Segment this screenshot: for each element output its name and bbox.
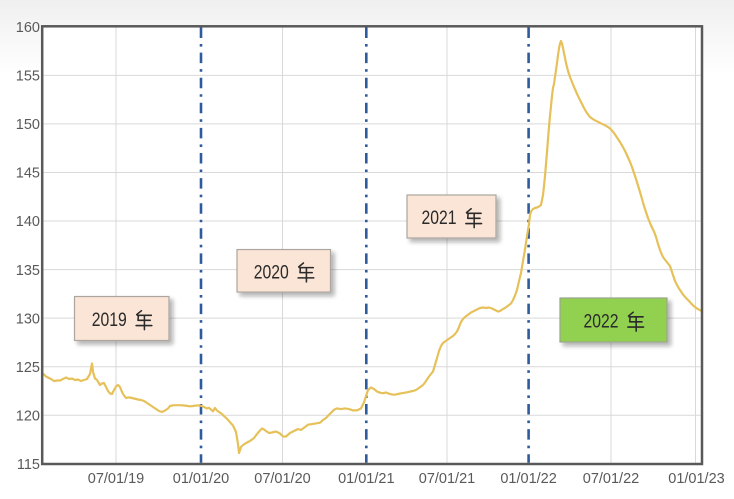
svg-text:2022: 2022: [584, 312, 619, 333]
svg-text:01/01/22: 01/01/22: [500, 471, 556, 487]
svg-text:2020: 2020: [254, 262, 289, 283]
svg-text:01/01/23: 01/01/23: [668, 471, 724, 487]
svg-text:2021: 2021: [422, 208, 457, 229]
svg-text:07/01/19: 07/01/19: [88, 471, 144, 487]
svg-text:07/01/21: 07/01/21: [419, 471, 475, 487]
svg-text:01/01/21: 01/01/21: [338, 471, 394, 487]
svg-text:125: 125: [16, 360, 40, 376]
svg-text:01/01/20: 01/01/20: [173, 471, 229, 487]
svg-text:07/01/22: 07/01/22: [583, 471, 639, 487]
svg-text:155: 155: [16, 69, 40, 85]
svg-text:2019: 2019: [92, 310, 127, 331]
svg-text:120: 120: [16, 408, 40, 424]
svg-text:135: 135: [16, 263, 40, 279]
svg-text:160: 160: [16, 20, 40, 36]
svg-text:07/01/20: 07/01/20: [254, 471, 310, 487]
svg-text:150: 150: [16, 117, 40, 133]
svg-text:115: 115: [17, 457, 40, 473]
svg-text:140: 140: [16, 214, 40, 230]
svg-text:130: 130: [16, 311, 40, 327]
svg-text:145: 145: [16, 166, 40, 182]
